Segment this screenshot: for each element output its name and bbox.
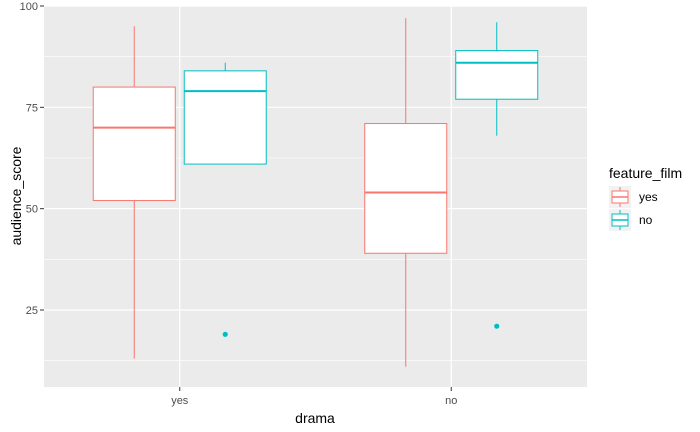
x-tick-label: yes — [171, 395, 189, 407]
legend-label-no: no — [639, 213, 653, 227]
box-iqr — [364, 123, 448, 254]
box-yes-yes — [92, 26, 176, 359]
outlier-point — [222, 331, 228, 337]
box-iqr — [92, 86, 176, 202]
outlier-point — [494, 323, 500, 329]
x-axis-ticks: yes no — [171, 387, 457, 407]
legend-key-yes: yes — [609, 186, 658, 208]
box-yes-no — [364, 18, 448, 367]
y-tick-label: 25 — [26, 305, 38, 317]
legend: feature_film yes no — [609, 165, 682, 231]
box-iqr — [455, 50, 539, 100]
box-iqr — [183, 70, 267, 165]
y-axis-ticks: 25 50 75 100 — [20, 1, 44, 317]
legend-key-no: no — [609, 209, 653, 231]
box-marks — [92, 18, 539, 367]
x-tick-label: no — [445, 395, 457, 407]
y-axis-title: audience_score — [8, 146, 24, 245]
y-tick-label: 75 — [26, 102, 38, 114]
legend-label-yes: yes — [639, 190, 658, 204]
box-no-yes — [183, 62, 267, 337]
y-tick-label: 100 — [20, 1, 38, 13]
y-tick-label: 50 — [26, 204, 38, 216]
legend-title: feature_film — [609, 165, 682, 181]
x-axis-title: drama — [295, 410, 335, 426]
box-no-no — [455, 22, 539, 329]
